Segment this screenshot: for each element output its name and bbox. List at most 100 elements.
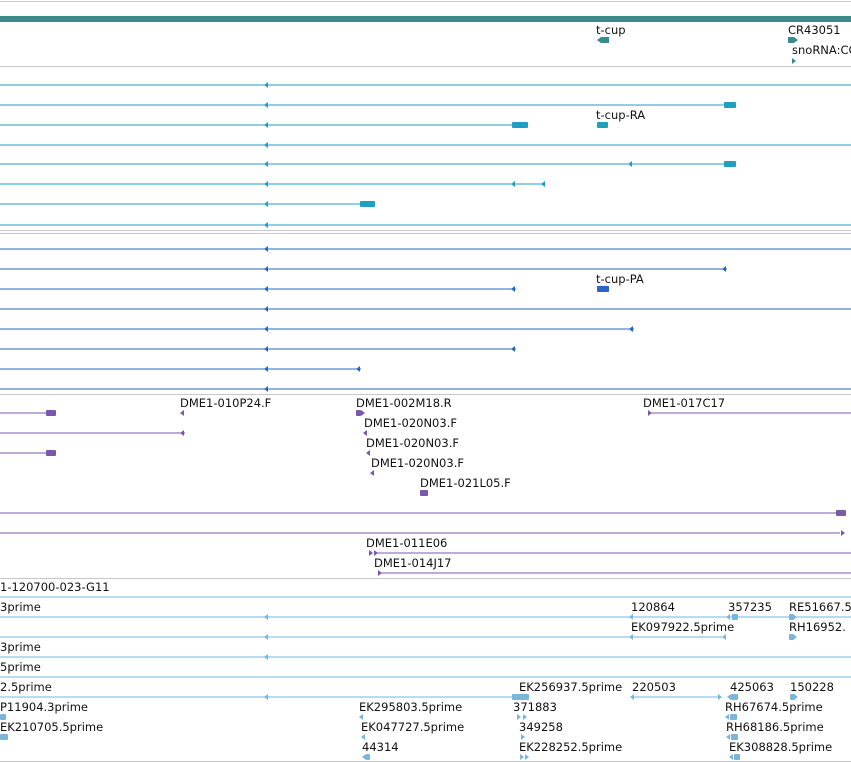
feature-label[interactable]: DME1-020N03.F — [366, 436, 459, 450]
strand-arrow-left-icon — [725, 714, 729, 720]
strand-arrow-left-icon — [264, 386, 268, 392]
strand-arrow-left-icon — [264, 266, 268, 272]
feature-label[interactable]: P11904.3prime — [0, 700, 88, 714]
est-block[interactable] — [731, 734, 738, 740]
gene-cr43051[interactable] — [788, 37, 798, 43]
protein-block-t-cup-pa[interactable] — [597, 286, 609, 292]
est-block[interactable] — [0, 714, 6, 720]
strand-arrow-right-icon — [792, 58, 796, 64]
feature-label[interactable]: EK047727.5prime — [361, 720, 464, 734]
strand-arrow-left-icon — [363, 430, 367, 436]
feature-label[interactable]: 425063 — [730, 680, 774, 694]
feature-label[interactable]: t-cup — [596, 23, 626, 37]
feature-label[interactable]: DME1-020N03.F — [364, 416, 457, 430]
feature-label[interactable]: 5prime — [0, 660, 41, 674]
strand-arrow-right-icon — [523, 714, 527, 720]
strand-arrow-right-icon — [525, 754, 529, 760]
feature-label[interactable]: 120864 — [631, 600, 675, 614]
strand-arrow-right-icon — [520, 754, 524, 760]
est-block[interactable] — [789, 614, 794, 620]
feature-label[interactable]: RH16952. — [789, 620, 846, 634]
strand-arrow-left-icon — [722, 634, 726, 640]
est-block[interactable] — [789, 634, 794, 640]
feature-label[interactable]: DME1-017C17 — [643, 396, 725, 410]
feature-label[interactable]: t-cup-PA — [596, 272, 644, 286]
strand-arrow-left-icon — [511, 346, 515, 352]
gene-span-bar — [0, 16, 851, 22]
feature-label[interactable]: CR43051 — [788, 23, 841, 37]
strand-arrow-left-icon — [359, 714, 363, 720]
strand-arrow-left-icon — [264, 634, 268, 640]
strand-arrow-left-icon — [264, 614, 268, 620]
est-block[interactable] — [730, 714, 737, 720]
strand-arrow-left-icon — [264, 222, 268, 228]
feature-label[interactable]: DME1-021L05.F — [420, 476, 511, 490]
feature-label[interactable]: 349258 — [519, 720, 563, 734]
feature-label[interactable]: 3prime — [0, 640, 41, 654]
strand-arrow-left-icon — [264, 161, 268, 167]
strand-arrow-right-icon — [369, 550, 373, 556]
feature-label[interactable]: 44314 — [362, 740, 399, 754]
clone-end[interactable] — [836, 510, 846, 516]
strand-arrow-left-icon — [628, 161, 632, 167]
feature-label[interactable]: 150228 — [790, 680, 834, 694]
feature-label[interactable]: DME1-002M18.R — [356, 396, 452, 410]
est-block[interactable] — [732, 614, 738, 620]
feature-label[interactable]: RE51667.5 — [789, 600, 851, 614]
feature-label[interactable]: 2.5prime — [0, 680, 52, 694]
est-block[interactable] — [731, 694, 738, 700]
feature-label[interactable]: 3prime — [0, 600, 41, 614]
clone-end[interactable] — [46, 450, 56, 456]
feature-label[interactable]: 220503 — [632, 680, 676, 694]
gene-t-cup[interactable] — [597, 37, 609, 43]
est-block[interactable] — [366, 754, 370, 760]
est-block[interactable] — [512, 694, 529, 700]
strand-arrow-left-icon — [264, 142, 268, 148]
feature-label[interactable]: EK210705.5prime — [0, 720, 103, 734]
mrna-exon[interactable] — [360, 201, 375, 207]
mrna-exon-t-cup-ra[interactable] — [597, 122, 608, 128]
strand-arrow-left-icon — [629, 326, 633, 332]
strand-arrow-left-icon — [541, 181, 545, 187]
strand-arrow-left-icon — [366, 450, 370, 456]
mrna-exon[interactable] — [724, 102, 736, 108]
est-block[interactable] — [734, 754, 740, 760]
feature-label[interactable]: EK097922.5prime — [631, 620, 734, 634]
feature-label[interactable]: DME1-014J17 — [374, 556, 452, 570]
clone-end[interactable] — [420, 490, 428, 496]
clone-end[interactable] — [356, 410, 361, 416]
feature-label[interactable]: EK295803.5prime — [359, 700, 462, 714]
strand-arrow-left-icon — [264, 246, 268, 252]
feature-label[interactable]: 1-120700-023-G11 — [0, 580, 110, 594]
est-block[interactable] — [0, 734, 8, 740]
strand-arrow-left-icon — [264, 122, 268, 128]
strand-arrow-left-icon — [370, 470, 374, 476]
feature-label[interactable]: snoRNA:CG — [792, 43, 851, 57]
feature-label[interactable]: EK228252.5prime — [519, 740, 622, 754]
strand-arrow-right-icon — [521, 734, 525, 740]
feature-label[interactable]: EK256937.5prime — [519, 680, 622, 694]
mrna-exon[interactable] — [724, 161, 736, 167]
strand-arrow-left-icon — [264, 366, 268, 372]
feature-label[interactable]: DME1-020N03.F — [371, 456, 464, 470]
strand-arrow-left-icon — [264, 654, 268, 660]
est-block[interactable] — [790, 694, 795, 700]
mrna-exon[interactable] — [512, 122, 528, 128]
strand-arrow-left-icon — [630, 694, 634, 700]
feature-label[interactable]: DME1-010P24.F — [180, 396, 271, 410]
strand-arrow-left-icon — [361, 734, 365, 740]
strand-arrow-left-icon — [264, 181, 268, 187]
feature-label[interactable]: RH68186.5prime — [726, 720, 824, 734]
feature-label[interactable]: EK308828.5prime — [729, 740, 832, 754]
strand-arrow-left-icon — [356, 366, 360, 372]
strand-arrow-left-icon — [264, 346, 268, 352]
feature-label[interactable]: DME1-011E06 — [366, 536, 447, 550]
feature-label[interactable]: t-cup-RA — [596, 108, 645, 122]
clone-end[interactable] — [46, 410, 56, 416]
feature-label[interactable]: 357235 — [728, 600, 772, 614]
feature-label[interactable]: RH67674.5prime — [725, 700, 823, 714]
feature-label[interactable]: 371883 — [513, 700, 557, 714]
strand-arrow-left-icon — [264, 694, 268, 700]
strand-arrow-left-icon — [264, 82, 268, 88]
